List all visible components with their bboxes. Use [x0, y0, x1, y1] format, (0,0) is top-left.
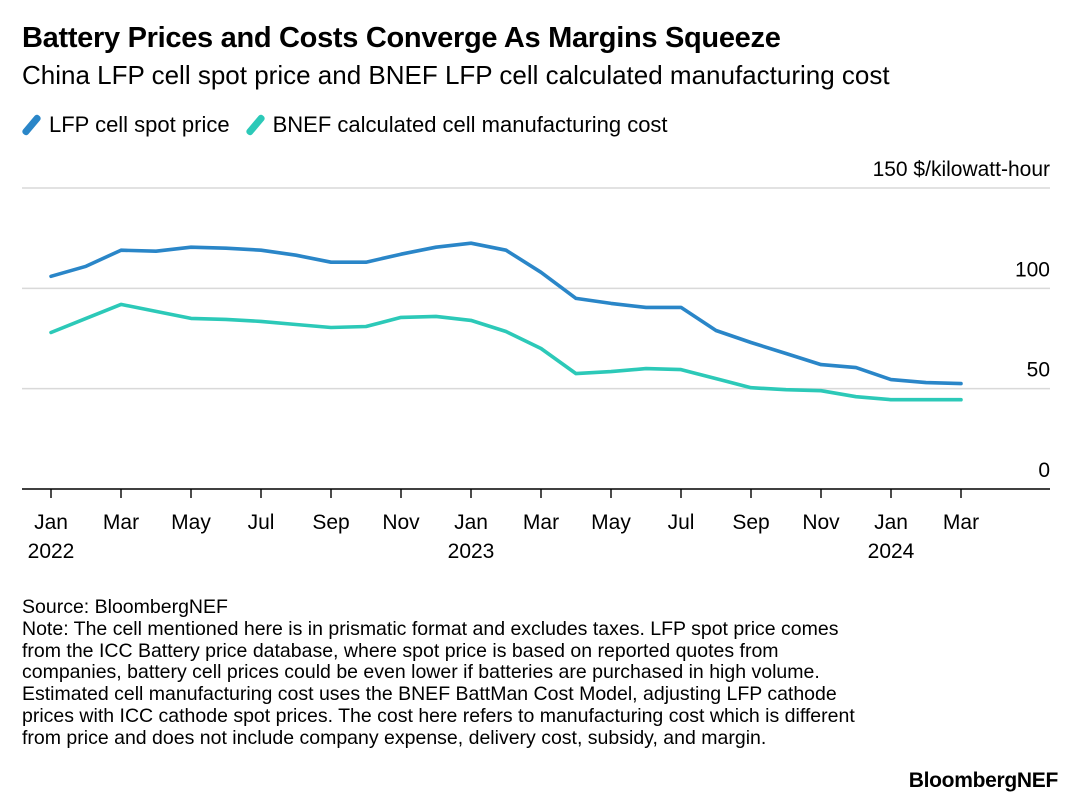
legend: LFP cell spot price BNEF calculated cell… — [21, 112, 684, 138]
series-line-spot — [49, 241, 963, 386]
chart-title: Battery Prices and Costs Converge As Mar… — [22, 22, 781, 54]
legend-label-spot-price: LFP cell spot price — [49, 112, 230, 137]
methodology-note: Note: The cell mentioned here is in pris… — [22, 618, 855, 749]
series-lines — [49, 241, 963, 402]
brand-logo: BloombergNEF — [908, 769, 1059, 792]
x-tick-year-label: 2023 — [448, 540, 495, 563]
x-tick-label: Jan — [34, 511, 68, 534]
x-tick-label: May — [171, 511, 211, 534]
chart-subtitle: China LFP cell spot price and BNEF LFP c… — [22, 60, 890, 90]
gridlines — [22, 187, 1050, 390]
x-tick-label: Mar — [523, 511, 559, 534]
x-tick-label: Jul — [248, 511, 275, 534]
x-tick-label: Nov — [382, 511, 420, 534]
source-note: Source: BloombergNEF — [22, 596, 228, 618]
x-tick-label: May — [591, 511, 631, 534]
x-tick-label: Mar — [943, 511, 979, 534]
y-tick-label-0: 0 — [1038, 459, 1050, 482]
x-axis: Jan 2022 Mar May Jul Sep Nov Jan 2023 Mar May Jul Se… — [22, 488, 1050, 563]
x-tick-label: Jan — [454, 511, 488, 534]
legend-label-manufacturing-cost: BNEF calculated cell manufacturing cost — [272, 112, 668, 137]
x-tick-label: Sep — [312, 511, 349, 534]
legend-item-manufacturing-cost: BNEF calculated cell manufacturing cost — [244, 112, 668, 138]
y-axis-labels: 150 $/kilowatt-hour 100 50 0 — [873, 158, 1050, 482]
x-tick-label: Nov — [802, 511, 840, 534]
x-tick-year-label: 2024 — [868, 540, 915, 563]
y-tick-label-100: 100 — [1015, 258, 1050, 281]
series-line-cost — [49, 302, 963, 402]
y-tick-label-50: 50 — [1027, 359, 1050, 382]
x-tick-label: Jul — [668, 511, 695, 534]
y-tick-label-150: 150 $/kilowatt-hour — [873, 158, 1050, 181]
x-tick-year-label: 2022 — [28, 540, 75, 563]
x-tick-label: Mar — [103, 511, 139, 534]
x-tick-label: Jan — [874, 511, 908, 534]
legend-item-spot-price: LFP cell spot price — [21, 112, 230, 138]
x-tick-label: Sep — [732, 511, 769, 534]
